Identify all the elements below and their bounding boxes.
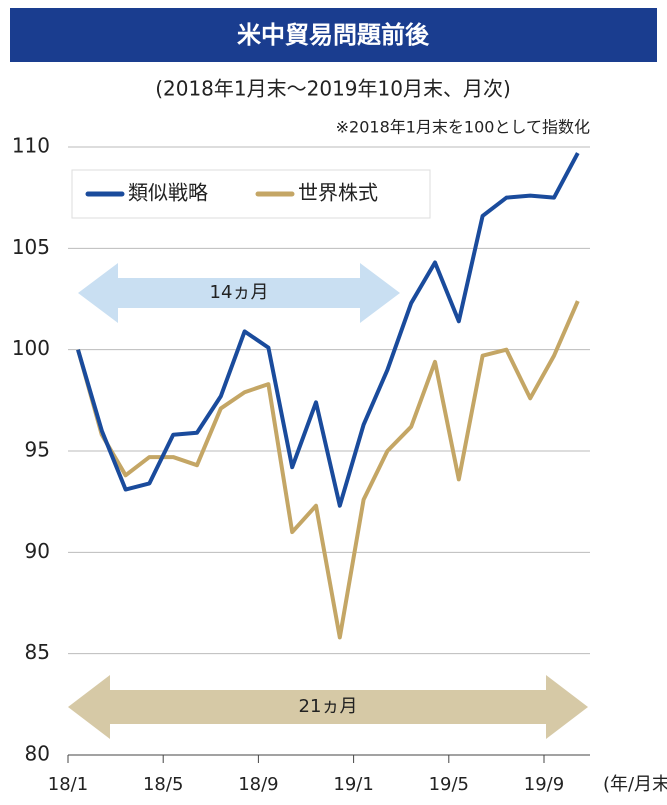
legend-label: 類似戦略 xyxy=(128,181,208,205)
y-tick-label: 100 xyxy=(12,336,50,360)
subtitle: (2018年1月末〜2019年10月末、月次) xyxy=(155,77,511,101)
x-tick-label: 19/1 xyxy=(333,774,373,795)
grid xyxy=(68,146,590,756)
y-tick-label: 95 xyxy=(25,438,50,462)
y-tick-label: 90 xyxy=(25,539,50,563)
x-tick-label: 18/1 xyxy=(48,774,88,795)
note: ※2018年1月末を100として指数化 xyxy=(336,118,590,137)
arrow-21 xyxy=(68,675,588,739)
y-tick-label: 80 xyxy=(25,742,50,766)
annotation: 21ヵ月 xyxy=(299,696,358,717)
x-tick-label: 18/5 xyxy=(143,774,183,795)
title-bar xyxy=(10,8,657,62)
y-tick-label: 110 xyxy=(12,134,50,158)
x-tick-label: 18/9 xyxy=(238,774,278,795)
y-tick-label: 105 xyxy=(12,235,50,259)
y-tick-label: 85 xyxy=(25,640,50,664)
annotation: 14ヵ月 xyxy=(210,282,269,303)
line xyxy=(76,300,580,640)
x-tick-label: 19/9 xyxy=(524,774,564,795)
line xyxy=(76,152,580,508)
legend-box xyxy=(71,169,431,219)
x-unit: (年/月末) xyxy=(603,774,667,795)
chart-title: 米中貿易問題前後 xyxy=(237,21,430,49)
x-tick-label: 19/5 xyxy=(429,774,469,795)
legend-label: 世界株式 xyxy=(298,181,378,205)
arrow-14 xyxy=(78,263,400,323)
